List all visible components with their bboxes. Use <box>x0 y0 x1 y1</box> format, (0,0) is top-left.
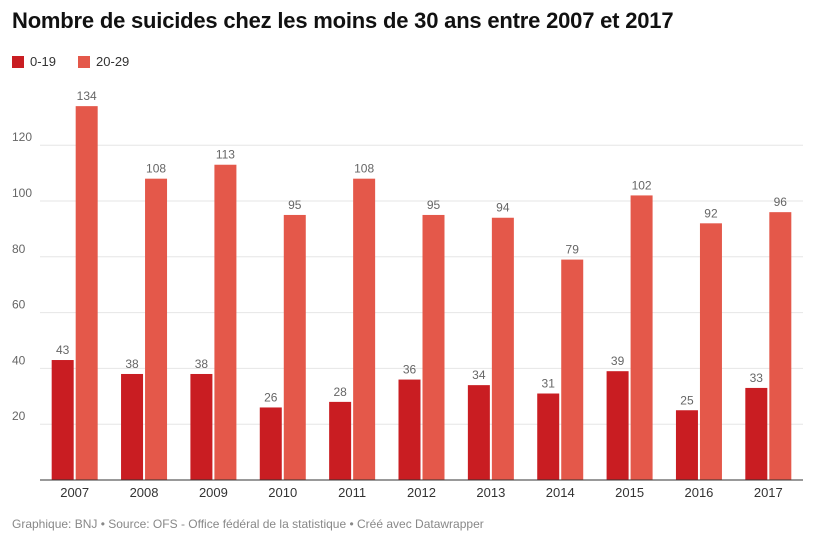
x-tick-label: 2014 <box>546 485 575 500</box>
bar-20-29-2008 <box>145 178 168 480</box>
legend-item-20-29: 20-29 <box>78 54 129 69</box>
x-tick-label: 2008 <box>130 485 159 500</box>
bar-0-19-2012 <box>398 379 421 480</box>
data-label-20-29-2012: 95 <box>427 198 441 212</box>
y-tick-label: 60 <box>12 298 26 312</box>
y-tick-label: 40 <box>12 353 26 367</box>
data-label-20-29-2016: 92 <box>704 206 718 220</box>
x-tick-label: 2016 <box>684 485 713 500</box>
data-label-0-19-2017: 33 <box>750 371 764 385</box>
chart-title: Nombre de suicides chez les moins de 30 … <box>12 8 674 33</box>
x-tick-label: 2015 <box>615 485 644 500</box>
x-tick-label: 2012 <box>407 485 436 500</box>
data-label-20-29-2009: 113 <box>216 148 235 162</box>
bar-0-19-2011 <box>329 401 352 480</box>
bar-0-19-2009 <box>190 373 213 480</box>
bar-0-19-2017 <box>745 387 768 480</box>
data-label-0-19-2014: 31 <box>542 377 556 391</box>
legend-label-20-29: 20-29 <box>96 54 130 69</box>
data-label-20-29-2017: 96 <box>774 195 788 209</box>
bar-20-29-2016 <box>699 223 722 480</box>
bar-20-29-2015 <box>630 195 653 481</box>
data-label-20-29-2007: 134 <box>77 89 97 103</box>
data-label-0-19-2009: 38 <box>195 357 209 371</box>
x-tick-label: 2010 <box>268 485 297 500</box>
bar-0-19-2015 <box>606 371 629 480</box>
bar-0-19-2008 <box>121 373 144 480</box>
bar-20-29-2013 <box>491 217 514 481</box>
data-label-0-19-2010: 26 <box>264 390 278 404</box>
x-tick-label: 2007 <box>60 485 89 500</box>
data-label-0-19-2011: 28 <box>333 385 347 399</box>
x-tick-label: 2011 <box>338 485 366 500</box>
legend-swatch-0-19 <box>12 55 24 68</box>
data-label-20-29-2015: 102 <box>632 178 652 192</box>
legend-swatch-20-29 <box>78 55 91 68</box>
data-label-0-19-2016: 25 <box>680 393 694 407</box>
legend-label-0-19: 0-19 <box>30 54 57 69</box>
bar-0-19-2007 <box>51 360 74 480</box>
y-tick-label: 100 <box>12 186 32 200</box>
x-tick-label: 2009 <box>199 485 228 500</box>
data-label-0-19-2015: 39 <box>611 354 625 368</box>
bar-0-19-2016 <box>675 410 698 480</box>
bar-20-29-2017 <box>769 212 792 480</box>
bar-20-29-2014 <box>561 259 584 480</box>
bar-20-29-2011 <box>353 178 376 480</box>
legend-item-0-19: 0-19 <box>12 54 56 69</box>
data-label-20-29-2008: 108 <box>146 162 166 176</box>
bar-20-29-2010 <box>283 214 306 480</box>
data-label-20-29-2014: 79 <box>566 243 580 257</box>
y-tick-label: 20 <box>12 409 26 423</box>
y-tick-label: 80 <box>12 242 26 256</box>
x-tick-label: 2017 <box>754 485 783 500</box>
legend: 0-19 20-29 <box>12 54 129 69</box>
data-label-0-19-2013: 34 <box>472 368 486 382</box>
bar-20-29-2012 <box>422 214 445 480</box>
x-tick-label: 2013 <box>476 485 505 500</box>
bar-0-19-2010 <box>259 407 282 480</box>
bar-20-29-2007 <box>75 106 98 480</box>
y-tick-label: 120 <box>12 130 32 144</box>
bar-0-19-2014 <box>537 393 560 480</box>
data-label-20-29-2011: 108 <box>354 162 374 176</box>
data-label-20-29-2010: 95 <box>288 198 302 212</box>
data-label-0-19-2012: 36 <box>403 363 417 377</box>
data-label-20-29-2013: 94 <box>496 201 510 215</box>
data-label-0-19-2008: 38 <box>125 357 139 371</box>
bar-20-29-2009 <box>214 164 237 481</box>
bar-0-19-2013 <box>467 385 490 480</box>
data-label-0-19-2007: 43 <box>56 343 70 357</box>
footer-credit: Graphique: BNJ • Source: OFS - Office fé… <box>12 517 484 531</box>
